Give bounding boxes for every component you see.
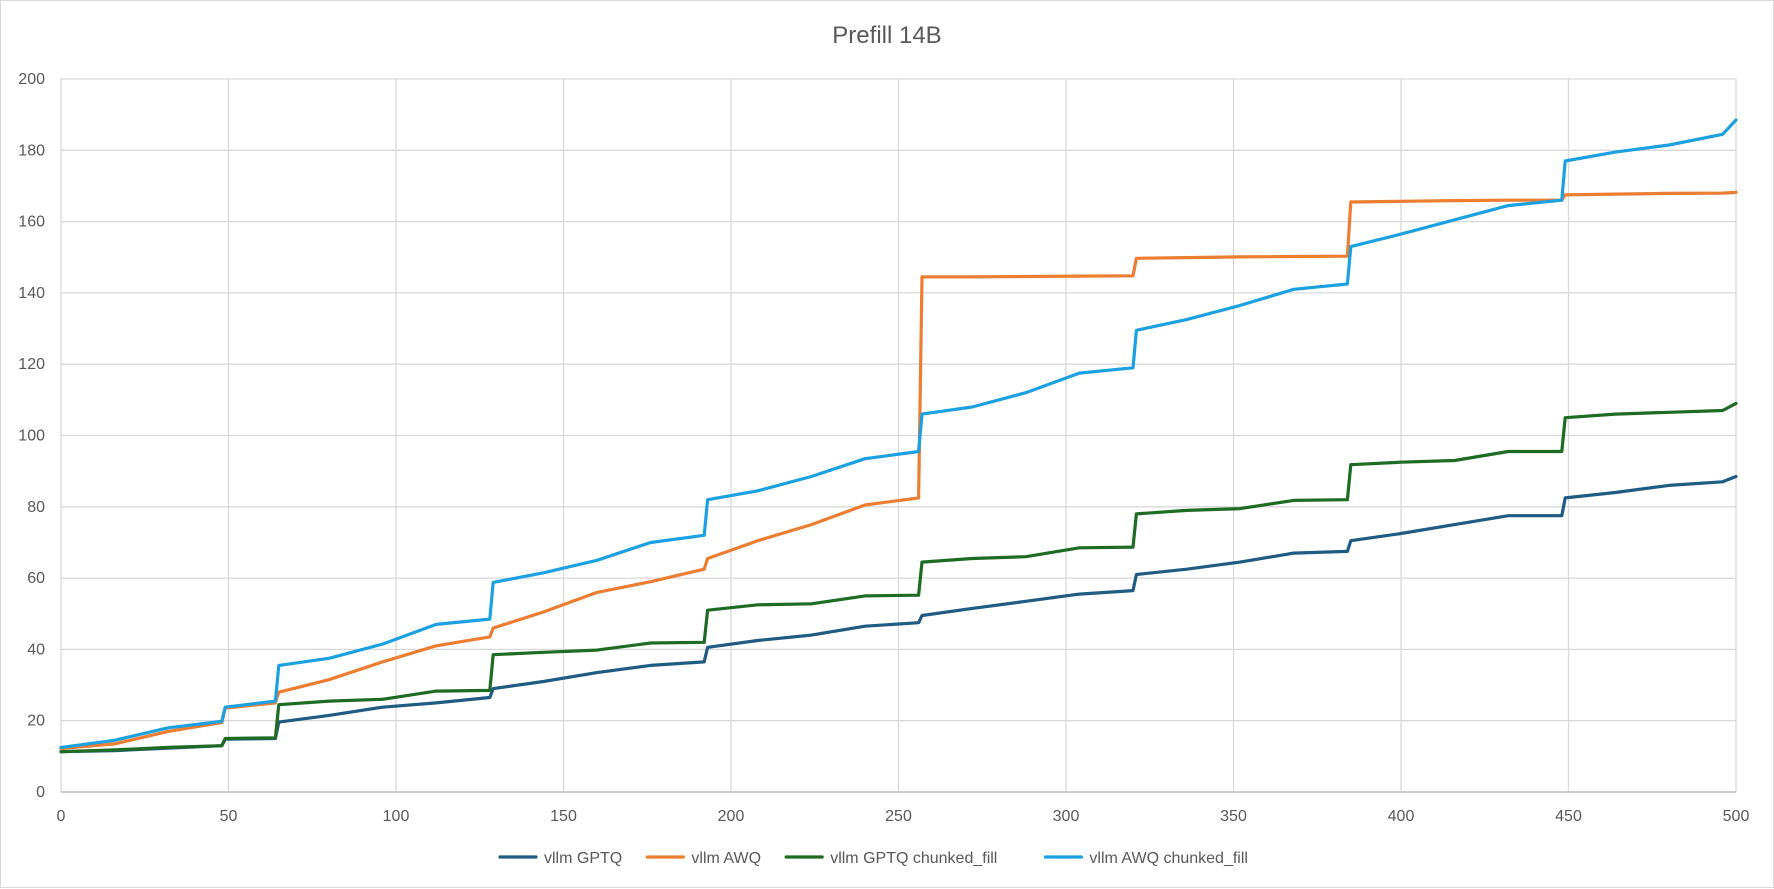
y-tick-label: 180	[18, 142, 45, 159]
legend-label: vllm GPTQ	[544, 850, 622, 867]
series-line-0	[59, 474, 1738, 754]
series-lines	[59, 118, 1738, 754]
x-tick-label: 50	[220, 808, 238, 825]
x-tick-label: 150	[550, 808, 577, 825]
legend-label: vllm AWQ chunked_fill	[1089, 850, 1248, 867]
x-tick-label: 200	[718, 808, 745, 825]
y-tick-label: 100	[18, 428, 45, 445]
y-tick-label: 160	[18, 214, 45, 231]
y-tick-label: 0	[36, 784, 45, 801]
y-tick-label: 20	[27, 713, 45, 730]
x-tick-label: 100	[383, 808, 410, 825]
gridlines	[60, 78, 1737, 793]
y-tick-label: 80	[27, 499, 45, 516]
series-line-3	[59, 118, 1738, 750]
x-tick-label: 500	[1723, 808, 1750, 825]
legend-item: vllm AWQ	[645, 850, 761, 867]
y-tick-label: 140	[18, 285, 45, 302]
y-tick-label: 200	[18, 71, 45, 88]
y-tick-label: 60	[27, 570, 45, 587]
y-tick-label: 40	[27, 641, 45, 658]
x-tick-label: 450	[1555, 808, 1582, 825]
series-line-2	[59, 401, 1738, 754]
legend-label: vllm AWQ	[691, 850, 761, 867]
axes: 0 20 40 60 80 100 120 140 160 180 200 0 50 100 150 200 2…	[18, 71, 1749, 825]
series-line-1	[59, 190, 1738, 751]
x-tick-label: 250	[885, 808, 912, 825]
legend-item: vllm GPTQ	[498, 850, 622, 867]
legend-item: vllm AWQ chunked_fill	[1043, 850, 1248, 867]
legend-item: vllm GPTQ chunked_fill	[784, 850, 997, 867]
x-tick-label: 400	[1388, 808, 1415, 825]
y-tick-label: 120	[18, 356, 45, 373]
x-tick-label: 350	[1220, 808, 1247, 825]
chart-title: Prefill 14B	[832, 22, 941, 49]
x-tick-label: 300	[1053, 808, 1080, 825]
x-tick-label: 0	[57, 808, 66, 825]
legend-label: vllm GPTQ chunked_fill	[830, 850, 997, 867]
legend: vllm GPTQ vllm AWQ vllm GPTQ chunked_fill v…	[498, 850, 1248, 867]
